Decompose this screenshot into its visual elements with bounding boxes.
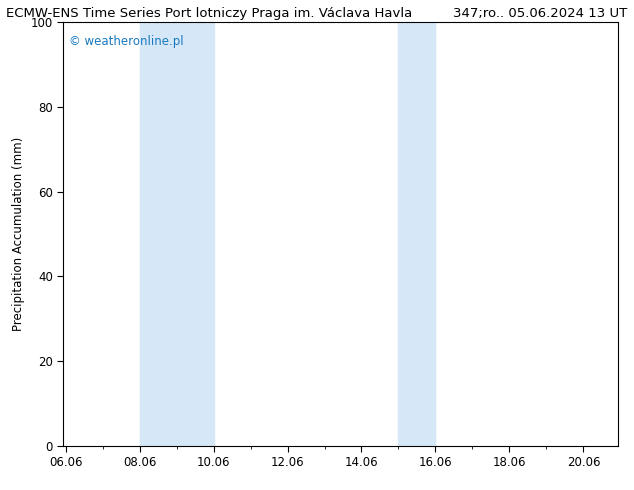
Y-axis label: Precipitation Accumulation (mm): Precipitation Accumulation (mm) [12, 137, 25, 331]
Text: ECMW-ENS Time Series Port lotniczy Praga im. Václava Havla: ECMW-ENS Time Series Port lotniczy Praga… [6, 7, 413, 21]
Bar [399, 22, 436, 446]
Text: 347;ro.. 05.06.2024 13 UT: 347;ro.. 05.06.2024 13 UT [453, 7, 628, 21]
Text: © weatheronline.pl: © weatheronline.pl [69, 35, 184, 48]
Bar [139, 22, 214, 446]
